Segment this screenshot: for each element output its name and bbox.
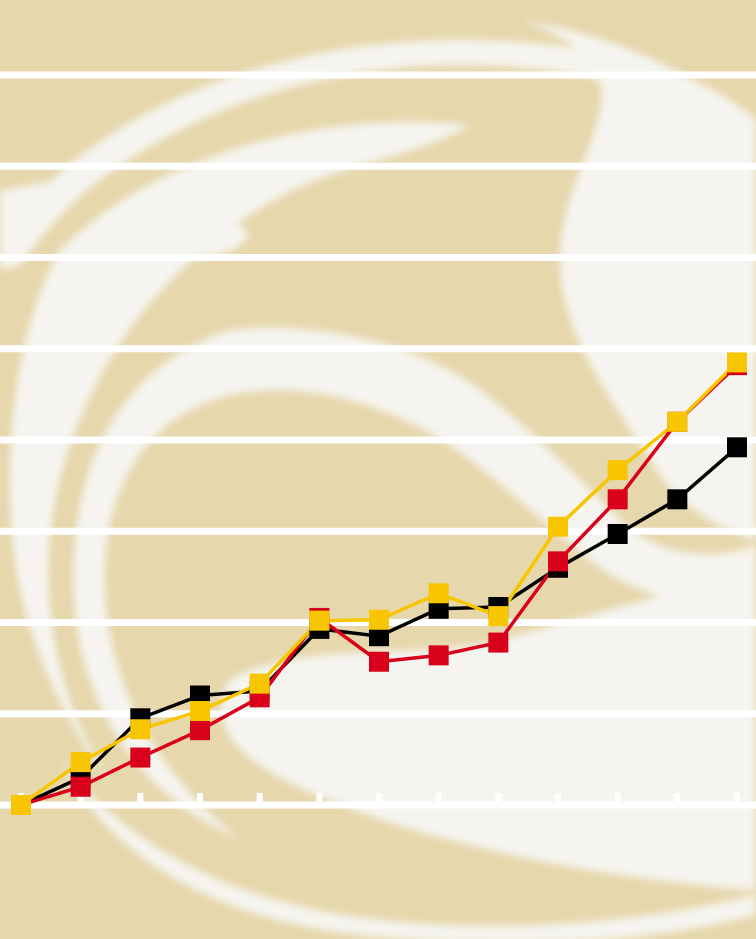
x-tick [614,793,621,805]
series-1-point [190,720,210,741]
x-tick [77,793,84,805]
series-1-point [428,645,449,666]
series-2-point [428,583,449,604]
series-markers [11,352,747,815]
x-tick [495,793,502,805]
gridlines [0,71,756,809]
series-0-point [428,598,449,619]
series-2-point [70,752,91,773]
x-axis-ticks [18,793,740,805]
series-0-point [727,437,747,458]
series-2-point [249,673,270,694]
x-tick [734,793,740,805]
x-tick [674,793,681,805]
x-tick [316,793,323,805]
x-tick [376,793,382,805]
series-1-point [548,551,568,572]
series-1-point [70,776,91,797]
series-1-point [488,632,509,653]
x-tick [197,793,203,805]
series-2-point [667,411,688,432]
series-2-point [130,719,151,740]
series-0-point [607,523,628,544]
series-2-point [309,610,330,631]
series-1-point [369,651,389,672]
series-0-point [369,626,389,647]
series-2-point [190,701,210,722]
series-2-point [548,516,568,537]
series-2-point [11,795,31,815]
x-tick [555,793,561,805]
series-2-point [488,606,509,627]
series-0-point [667,489,688,510]
x-tick [137,793,144,805]
background-swirl-watermark [0,20,756,939]
series-1-point [130,747,151,768]
series-2-point [369,609,389,630]
series-0-point [190,685,210,706]
series-2-point [607,460,628,481]
series-2-point [727,352,747,373]
x-tick [256,793,263,805]
x-tick [435,793,442,805]
series-1-point [607,489,628,510]
